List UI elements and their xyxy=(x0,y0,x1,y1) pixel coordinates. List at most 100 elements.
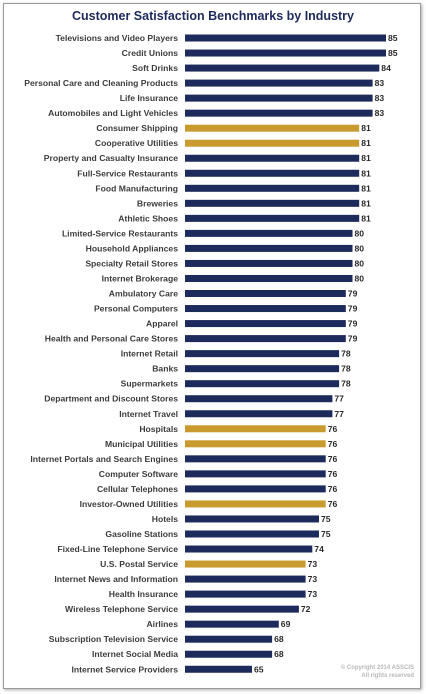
copyright-line-1: © Copyright 2014 ASSCIS xyxy=(340,665,414,671)
value-label: 80 xyxy=(355,273,365,283)
category-label: Computer Software xyxy=(99,469,178,479)
bar xyxy=(185,335,346,343)
category-label: Subscription Television Service xyxy=(49,634,178,644)
bar xyxy=(185,560,306,568)
category-label: Televisions and Video Players xyxy=(56,33,179,43)
category-label: Consumer Shipping xyxy=(96,123,178,133)
bar xyxy=(185,650,273,658)
bar xyxy=(185,49,386,57)
bar xyxy=(185,440,326,448)
category-label: Cooperative Utilities xyxy=(95,138,178,148)
category-label: Municipal Utilities xyxy=(105,439,178,449)
value-label: 78 xyxy=(341,364,351,374)
value-label: 74 xyxy=(314,544,324,554)
category-label: Supermarkets xyxy=(121,379,179,389)
category-label: Hospitals xyxy=(139,424,178,434)
bar xyxy=(185,515,319,523)
value-label: 81 xyxy=(361,123,371,133)
bar xyxy=(185,154,360,162)
value-label: 79 xyxy=(348,319,358,329)
chart-frame xyxy=(3,3,421,689)
value-label: 76 xyxy=(328,469,338,479)
category-label: Cellular Telephones xyxy=(97,484,178,494)
value-label: 68 xyxy=(274,649,284,659)
bar xyxy=(185,290,346,298)
bar xyxy=(185,229,353,237)
bar xyxy=(185,139,360,147)
category-label: Breweries xyxy=(137,198,178,208)
copyright-line-2: All rights reserved xyxy=(361,673,414,679)
value-label: 73 xyxy=(308,574,318,584)
value-label: 79 xyxy=(348,334,358,344)
category-label: Hotels xyxy=(152,514,178,524)
bar xyxy=(185,485,326,493)
category-label: Airlines xyxy=(146,619,178,629)
value-label: 79 xyxy=(348,304,358,314)
value-label: 85 xyxy=(388,33,398,43)
value-label: 81 xyxy=(361,138,371,148)
bar xyxy=(185,320,346,328)
bar xyxy=(185,470,326,478)
bar xyxy=(185,530,319,538)
category-label: Internet News and Information xyxy=(54,574,178,584)
bar xyxy=(185,79,373,87)
chart-title: Customer Satisfaction Benchmarks by Indu… xyxy=(71,9,355,23)
copyright-watermark: © Copyright 2014 ASSCIS All rights reser… xyxy=(341,664,414,680)
value-label: 68 xyxy=(274,634,284,644)
category-label: Internet Service Providers xyxy=(71,664,178,674)
bar xyxy=(185,34,386,42)
value-label: 75 xyxy=(321,529,331,539)
category-label: Limited-Service Restaurants xyxy=(62,228,178,238)
bar xyxy=(185,590,306,598)
bar xyxy=(185,64,380,72)
value-label: 76 xyxy=(328,424,338,434)
category-label: Personal Care and Cleaning Products xyxy=(24,78,178,88)
value-label: 84 xyxy=(381,63,391,73)
value-label: 65 xyxy=(254,664,264,674)
category-label: Ambulatory Care xyxy=(109,289,178,299)
bar xyxy=(185,575,306,583)
bar xyxy=(185,365,340,373)
category-label: Apparel xyxy=(146,319,178,329)
category-label: Internet Portals and Search Engines xyxy=(30,454,178,464)
bar xyxy=(185,620,279,628)
category-label: Personal Computers xyxy=(94,304,178,314)
value-label: 81 xyxy=(361,168,371,178)
bar xyxy=(185,545,313,553)
value-label: 76 xyxy=(328,454,338,464)
category-label: Credit Unions xyxy=(122,48,179,58)
value-label: 83 xyxy=(375,93,385,103)
value-label: 69 xyxy=(281,619,291,629)
value-label: 81 xyxy=(361,198,371,208)
category-label: Household Appliances xyxy=(86,243,179,253)
value-label: 75 xyxy=(321,514,331,524)
value-label: 83 xyxy=(375,108,385,118)
value-label: 80 xyxy=(355,243,365,253)
value-label: 76 xyxy=(328,439,338,449)
value-label: 80 xyxy=(355,258,365,268)
bar xyxy=(185,109,373,117)
bar xyxy=(185,605,299,613)
value-label: 77 xyxy=(334,409,344,419)
category-label: Full-Service Restaurants xyxy=(77,168,178,178)
category-label: Property and Casualty Insurance xyxy=(44,153,178,163)
category-label: Soft Drinks xyxy=(132,63,178,73)
bar xyxy=(185,665,252,673)
category-label: Automobiles and Light Vehicles xyxy=(48,108,178,118)
value-label: 77 xyxy=(334,394,344,404)
category-label: Internet Retail xyxy=(121,349,178,359)
bar xyxy=(185,410,333,418)
bar xyxy=(185,244,353,252)
bar xyxy=(185,184,360,192)
category-label: Banks xyxy=(152,364,178,374)
category-label: Internet Social Media xyxy=(92,649,178,659)
value-label: 73 xyxy=(308,589,318,599)
value-label: 85 xyxy=(388,48,398,58)
category-label: Specialty Retail Stores xyxy=(85,258,178,268)
bar xyxy=(185,305,346,313)
value-label: 78 xyxy=(341,379,351,389)
value-label: 72 xyxy=(301,604,311,614)
bar xyxy=(185,350,340,358)
bar xyxy=(185,169,360,177)
category-label: Fixed-Line Telephone Service xyxy=(57,544,178,554)
